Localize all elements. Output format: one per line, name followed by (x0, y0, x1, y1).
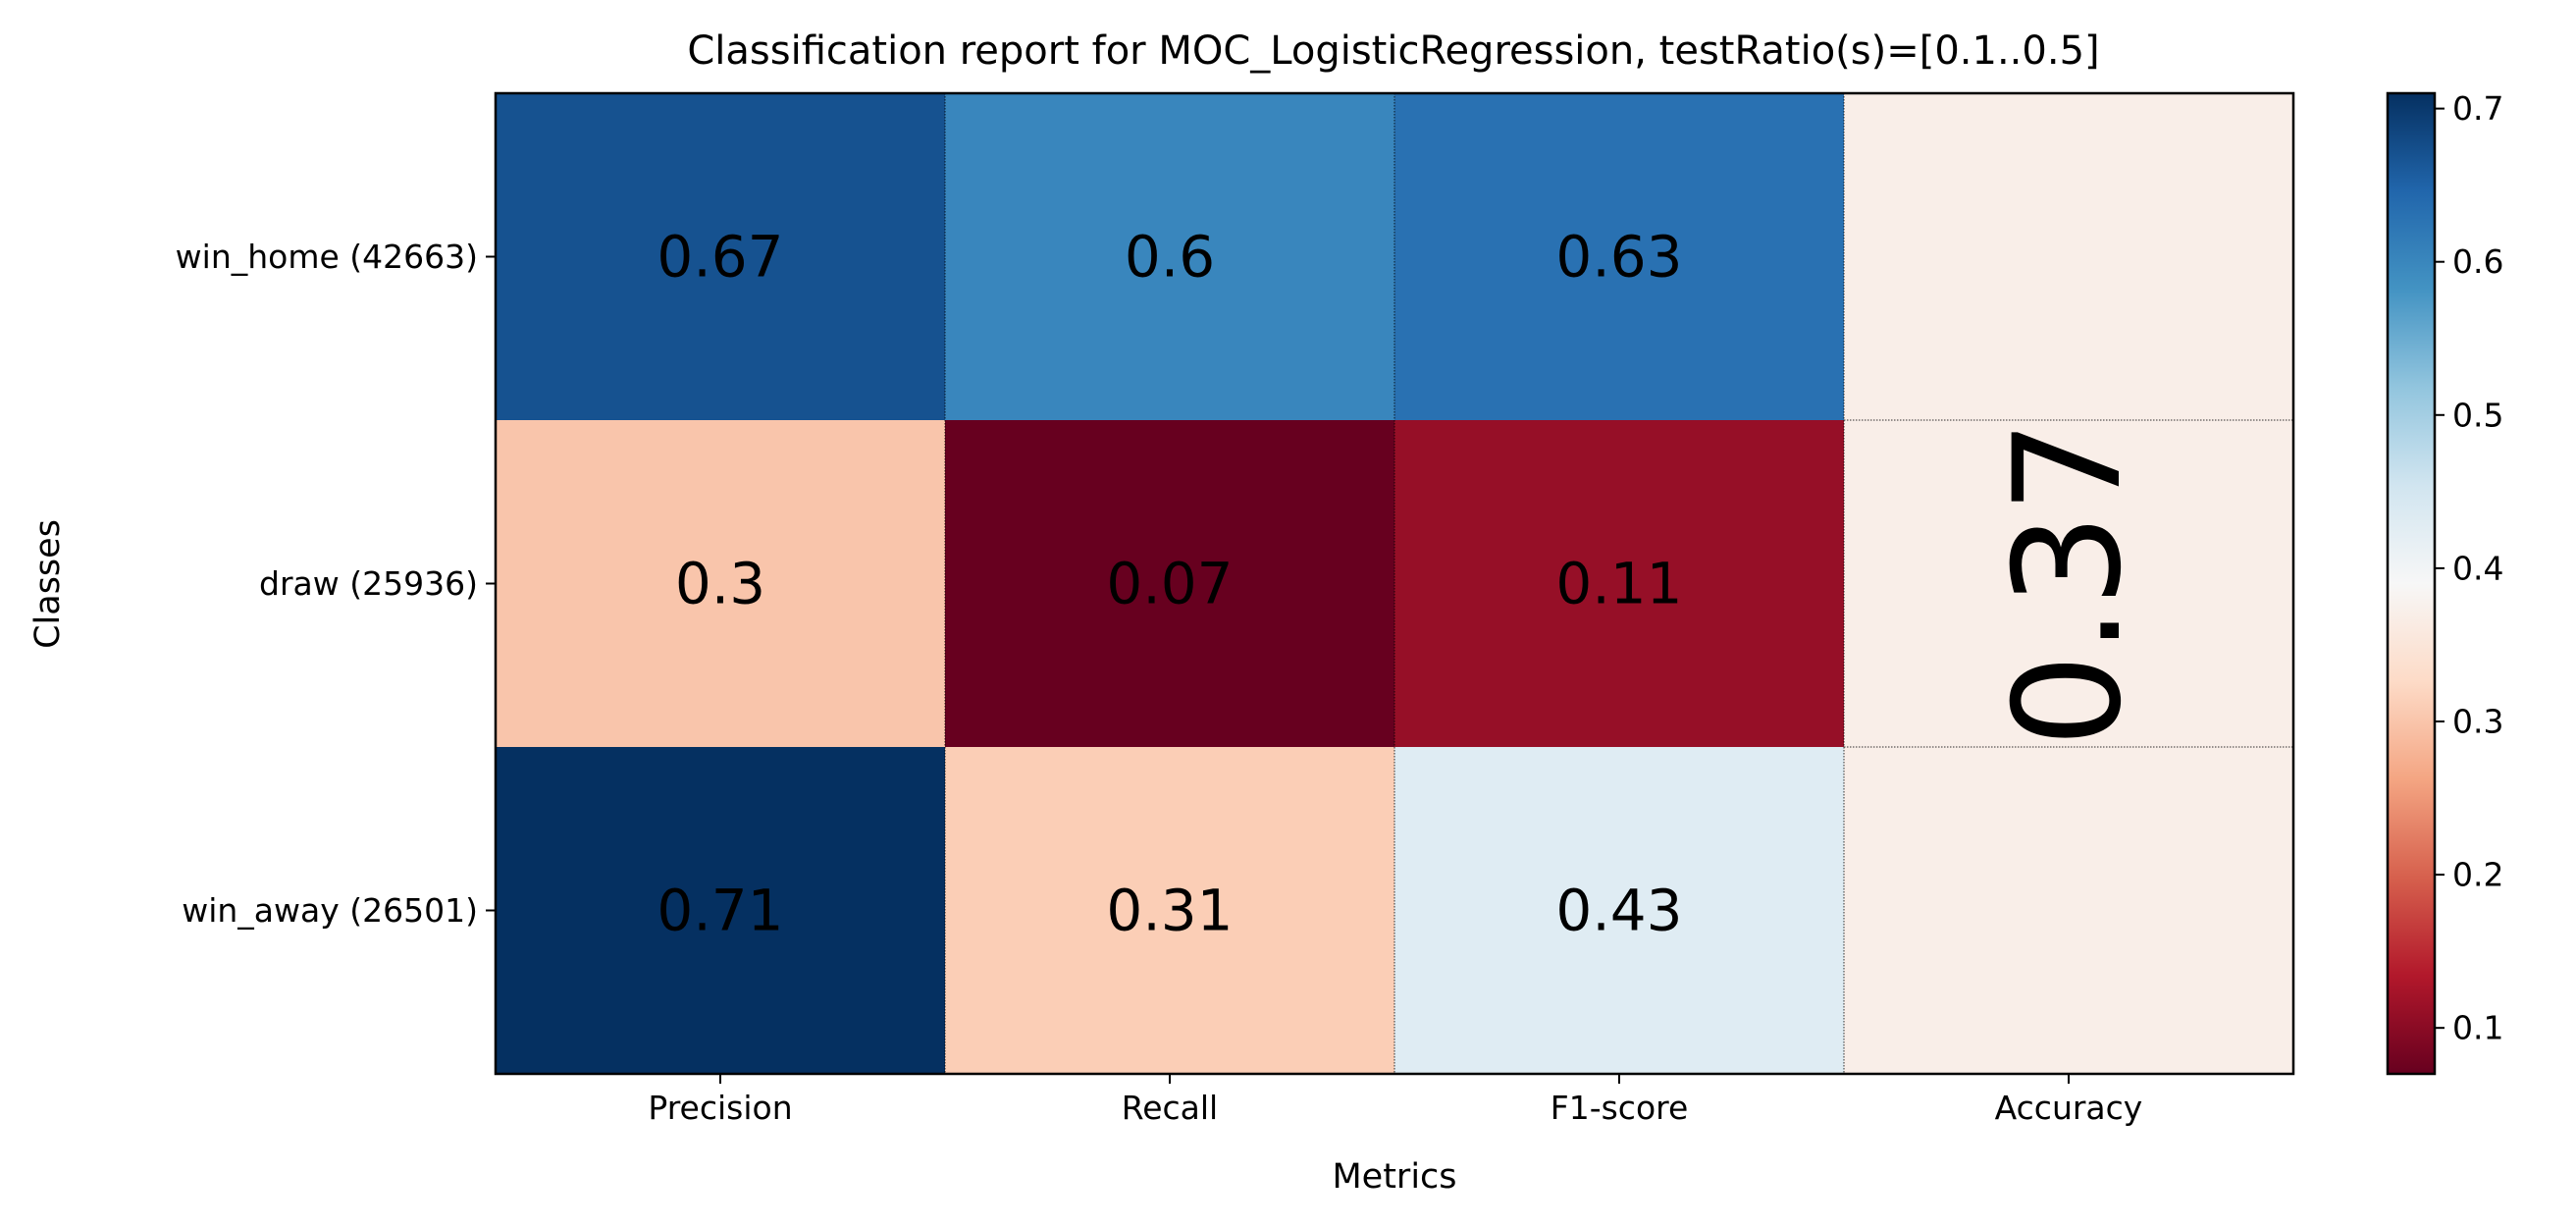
heatmap-cells: 0.67 0.6 0.63 0.3 0.07 0.11 0.71 0.31 0.43 0.37 (496, 93, 2293, 1075)
colorbar-tick-label: 0.7 (2452, 89, 2503, 128)
heatmap-cell (1394, 747, 1845, 1075)
cell-value-label: 0.71 (657, 878, 783, 944)
cell-value-label: 0.63 (1555, 224, 1682, 291)
cell-value-label: 0.3 (675, 551, 765, 617)
heatmap-cell (496, 420, 946, 748)
y-tick-label: win_home (42663) (176, 238, 478, 276)
colorbar-tick-label: 0.5 (2452, 396, 2503, 434)
x-axis-label: Metrics (1332, 1157, 1456, 1197)
colorbar-gradient (2386, 91, 2437, 1076)
cell-value-label: 0.67 (657, 224, 783, 291)
y-axis-label: Classes (28, 519, 68, 649)
heatmap-cell (945, 420, 1395, 748)
accuracy-value-label: 0.37 (1983, 420, 2154, 748)
grid-lines (944, 93, 2293, 1074)
cell-value-label: 0.43 (1555, 878, 1682, 944)
y-tick-label: draw (25936) (259, 564, 478, 603)
cell-value-label: 0.11 (1555, 551, 1682, 617)
chart-title: Classification report for MOC_LogisticRe… (687, 28, 2099, 74)
colorbar-tick-label: 0.1 (2452, 1009, 2503, 1047)
heatmap-cell (496, 747, 946, 1075)
x-axis-ticks: Precision Recall F1-score Accuracy (648, 1074, 2142, 1127)
cell-value-label: 0.6 (1125, 224, 1215, 291)
accuracy-cell (1844, 747, 2293, 1075)
colorbar-tick-label: 0.4 (2452, 549, 2503, 587)
colorbar: 0.1 0.2 0.3 0.4 0.5 0.6 0.7 (2386, 89, 2503, 1076)
colorbar-tick-label: 0.2 (2452, 856, 2503, 894)
x-tick-label: Accuracy (1995, 1089, 2143, 1127)
accuracy-cell (1844, 420, 2293, 748)
colorbar-tick-label: 0.6 (2452, 242, 2503, 281)
accuracy-cell (1844, 93, 2293, 421)
y-tick-label: win_away (26501) (182, 891, 478, 930)
y-axis-ticks: win_home (42663) draw (25936) win_away (26… (176, 238, 496, 930)
colorbar-tick-label: 0.3 (2452, 702, 2503, 740)
x-tick-label: Precision (648, 1089, 792, 1127)
heatmap-cell (1394, 93, 1845, 421)
cell-value-label: 0.31 (1106, 878, 1233, 944)
heatmap-cell (496, 93, 946, 421)
x-tick-label: Recall (1122, 1089, 1218, 1127)
x-tick-label: F1-score (1551, 1089, 1689, 1127)
heatmap-cell (945, 747, 1395, 1075)
cell-value-label: 0.07 (1106, 551, 1233, 617)
heatmap-cell (1394, 420, 1845, 748)
heatmap-cell (945, 93, 1395, 421)
